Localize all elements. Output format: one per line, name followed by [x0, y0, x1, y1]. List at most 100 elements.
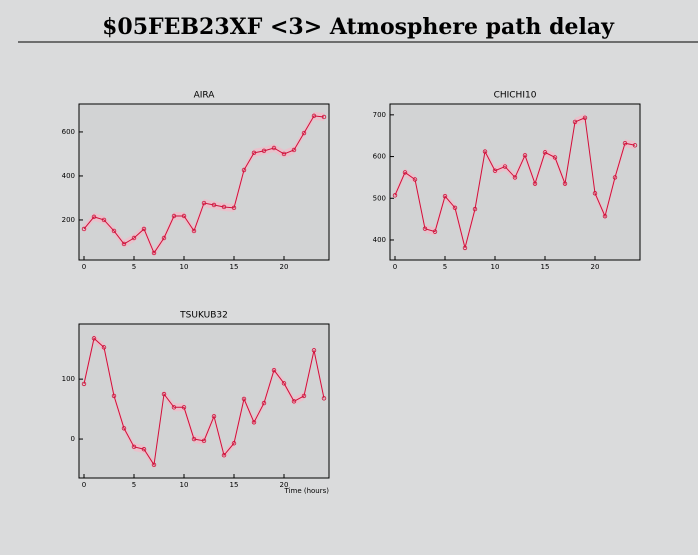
data-point	[231, 441, 237, 446]
y-tick-label: 0	[71, 435, 75, 443]
data-point	[81, 381, 87, 387]
plot-area	[78, 103, 330, 261]
data-point	[181, 213, 187, 219]
panel-title: TSUKUB32	[179, 311, 228, 321]
data-point	[532, 181, 538, 186]
figure-title: $05FEB23XF <3> Atmosphere path delay	[102, 14, 615, 40]
data-point	[161, 391, 167, 397]
data-point	[171, 405, 177, 410]
data-point	[191, 228, 197, 234]
series-line	[83, 337, 325, 467]
plot-area	[389, 103, 641, 261]
y-tick-label: 400	[373, 236, 386, 244]
data-point	[281, 151, 287, 157]
data-point	[301, 130, 307, 136]
data-point	[121, 426, 127, 431]
data-point	[321, 114, 327, 120]
data-point	[321, 396, 327, 401]
data-point	[281, 381, 287, 386]
data-point	[492, 168, 498, 173]
data-point	[261, 148, 267, 154]
data-point	[291, 147, 297, 153]
data-point	[311, 113, 317, 119]
data-point	[301, 393, 307, 399]
data-point	[452, 205, 458, 211]
data-point	[171, 213, 177, 219]
data-point	[81, 226, 87, 232]
data-point	[412, 177, 418, 182]
data-point	[261, 400, 267, 406]
data-point	[572, 119, 578, 125]
data-point	[251, 420, 257, 425]
data-point	[141, 447, 147, 452]
data-point	[512, 175, 518, 180]
data-point	[271, 367, 277, 373]
error-band	[84, 334, 324, 469]
data-point	[111, 228, 117, 234]
data-point	[101, 217, 107, 223]
data-point	[241, 396, 247, 402]
y-tick-label: 600	[373, 153, 386, 161]
data-point	[462, 245, 468, 251]
data-point	[211, 414, 217, 419]
data-point	[241, 167, 247, 173]
data-point	[542, 150, 548, 155]
data-point	[201, 200, 207, 206]
data-point	[161, 235, 167, 241]
data-point	[201, 438, 207, 444]
x-tick-label: 10	[180, 481, 189, 489]
y-tick-label: 200	[62, 216, 75, 224]
panel-title: CHICHI10	[494, 91, 537, 101]
x-tick-label: 0	[82, 481, 86, 489]
data-point	[612, 175, 618, 180]
data-point	[101, 345, 107, 350]
plot-area	[78, 323, 330, 479]
x-tick-label: 0	[393, 263, 397, 271]
data-point	[151, 250, 157, 256]
data-point	[592, 191, 598, 196]
data-point	[231, 205, 237, 211]
data-point	[221, 453, 227, 458]
data-point	[562, 181, 568, 186]
x-tick-label: 10	[491, 263, 500, 271]
error-band	[84, 111, 324, 257]
x-tick-label: 5	[132, 481, 136, 489]
data-point	[111, 393, 117, 399]
y-tick-label: 700	[373, 111, 386, 119]
data-point	[311, 348, 317, 353]
data-point	[622, 141, 628, 146]
data-point	[522, 153, 528, 158]
x-tick-label: 15	[541, 263, 550, 271]
data-point	[442, 193, 448, 199]
y-tick-label: 100	[62, 375, 75, 383]
series-line	[83, 115, 325, 255]
series-line	[394, 117, 636, 249]
data-point	[211, 202, 217, 208]
data-point	[191, 436, 197, 442]
data-point	[131, 444, 137, 450]
data-point	[131, 235, 137, 241]
x-tick-label: 20	[280, 263, 289, 271]
y-tick-label: 500	[373, 194, 386, 202]
y-tick-label: 600	[62, 128, 75, 136]
data-point	[151, 462, 157, 468]
data-point	[221, 204, 227, 210]
data-point	[392, 193, 398, 198]
data-point	[482, 149, 488, 154]
x-tick-label: 20	[280, 481, 289, 489]
x-tick-label: 15	[230, 263, 239, 271]
data-point	[291, 399, 297, 404]
data-point	[181, 405, 187, 410]
data-point	[552, 155, 558, 160]
data-point	[502, 164, 508, 169]
y-tick-label: 400	[62, 172, 75, 180]
x-tick-label: 0	[82, 263, 86, 271]
data-point	[602, 214, 608, 219]
data-point	[582, 115, 588, 120]
x-tick-label: 15	[230, 481, 239, 489]
data-point	[472, 206, 478, 212]
panel-title: AIRA	[194, 91, 216, 101]
x-tick-label: 20	[591, 263, 600, 271]
x-tick-label: 10	[180, 263, 189, 271]
